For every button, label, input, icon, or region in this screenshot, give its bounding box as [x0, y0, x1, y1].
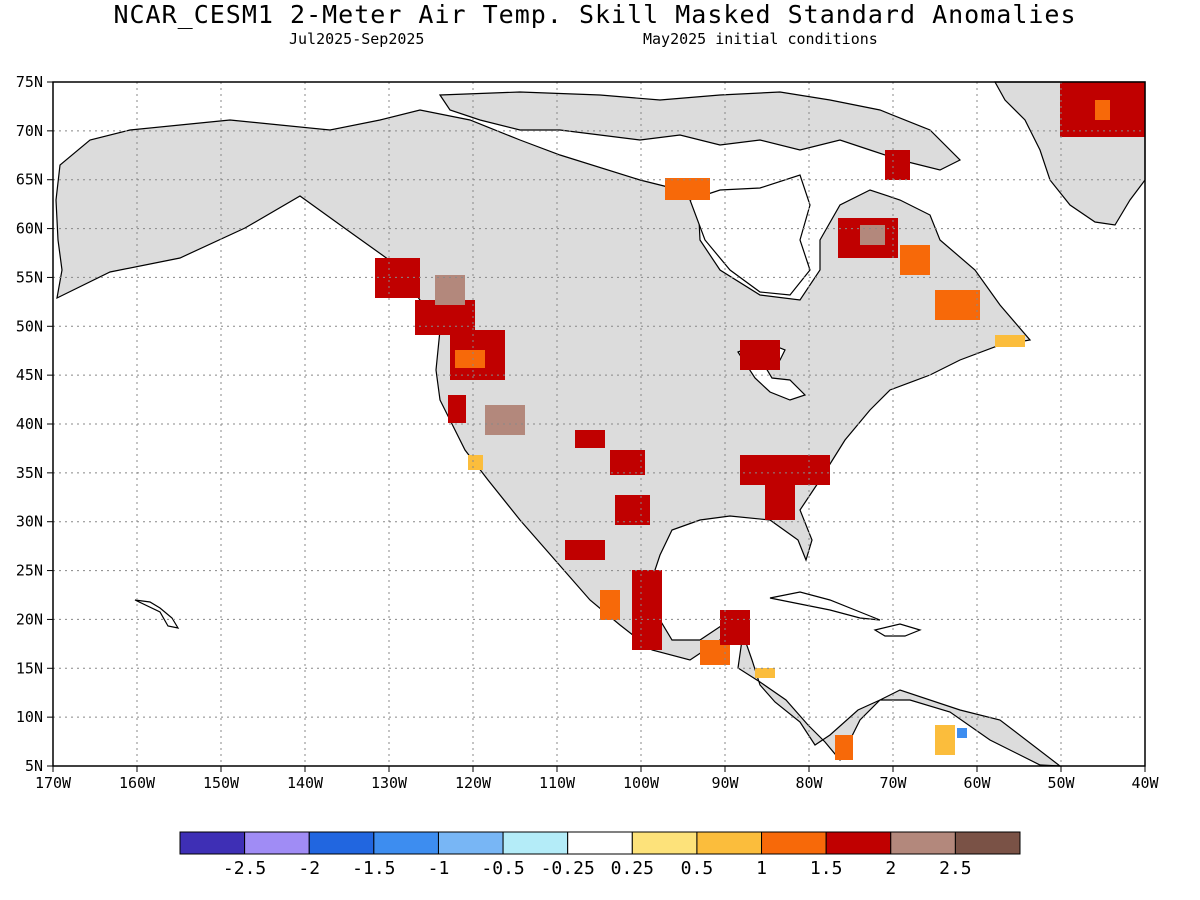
anomaly-patch [435, 275, 465, 305]
colorbar-swatch [890, 831, 956, 855]
gridlines [53, 82, 1145, 766]
anomaly-patch [565, 540, 605, 560]
colorbar-swatch [567, 831, 633, 855]
lon-tick-label: 40W [1131, 774, 1159, 792]
anomaly-patch [860, 225, 885, 245]
lon-tick-label: 50W [1047, 774, 1075, 792]
lat-tick-label: 20N [16, 610, 43, 628]
lat-tick-label: 45N [16, 366, 43, 384]
colorbar-swatch [308, 831, 375, 855]
anomaly-patch [575, 430, 605, 448]
colorbar-swatch [437, 831, 504, 855]
colorbar-swatch [244, 831, 310, 855]
lat-tick-label: 30N [16, 513, 43, 531]
anomaly-patch [455, 350, 485, 368]
arctic-islands [438, 91, 962, 171]
hudson-bay [689, 174, 811, 296]
colorbar-label: -0.5 [481, 858, 524, 879]
latitude-labels: 75N 70N 65N 60N 55N 50N 45N 40N 35N 30N 25N 20N 15N 1… [16, 73, 53, 775]
north-america-land [55, 109, 1062, 767]
hispaniola-land [873, 623, 922, 637]
map-title: NCAR_CESM1 2-Meter Air Temp. Skill Maske… [113, 0, 1077, 29]
anomaly-patch [957, 728, 967, 738]
colorbar-label: 1.5 [810, 858, 843, 879]
anomaly-patch [900, 245, 930, 275]
anomaly-patch [448, 395, 466, 423]
colorbar-swatch [696, 831, 763, 855]
initial-conditions: May2025 initial conditions [643, 30, 878, 48]
anomaly-patch [665, 178, 710, 200]
lat-tick-label: 15N [16, 659, 43, 677]
colorbar-label: -1.5 [352, 858, 395, 879]
colorbar-swatch [373, 831, 439, 855]
lon-tick-label: 170W [35, 774, 72, 792]
anomaly-patch [995, 335, 1025, 347]
anomaly-patch [600, 590, 620, 620]
lat-tick-label: 65N [16, 171, 43, 189]
forecast-period: Jul2025-Sep2025 [289, 30, 425, 48]
anomaly-patches [375, 82, 1145, 760]
lon-tick-label: 60W [963, 774, 991, 792]
lon-tick-label: 70W [879, 774, 907, 792]
anomaly-patch [885, 150, 910, 180]
anomaly-patch [468, 455, 483, 470]
anomaly-patch [755, 668, 775, 678]
lon-tick-label: 160W [119, 774, 156, 792]
lon-tick-label: 80W [795, 774, 823, 792]
colorbar-swatch [502, 831, 569, 855]
colorbar-label: 1 [756, 858, 767, 879]
colorbar-label: 2.5 [939, 858, 972, 879]
lon-tick-label: 90W [711, 774, 739, 792]
colorbar-label: 2 [885, 858, 896, 879]
colorbar-swatch [954, 831, 1021, 855]
anomaly-patch [1095, 100, 1110, 120]
anomaly-patch [765, 480, 795, 520]
lon-tick-label: 120W [455, 774, 492, 792]
colorbar-label: 0.25 [611, 858, 654, 879]
lat-tick-label: 25N [16, 562, 43, 580]
lat-tick-label: 55N [16, 268, 43, 286]
colorbar: -2.5 -2 -1.5 -1 -0.5 -0.25 0.25 0.5 1 1.5 2 2.5 [179, 831, 1021, 879]
hawaii-land [134, 599, 180, 629]
lat-tick-label: 60N [16, 220, 43, 238]
lon-tick-label: 110W [539, 774, 576, 792]
anomaly-patch [935, 725, 955, 755]
colorbar-swatch [631, 831, 698, 855]
longitude-labels: 170W 160W 150W 140W 130W 120W 110W 100W 90W 80W 70… [35, 766, 1160, 792]
lon-tick-label: 100W [623, 774, 660, 792]
colorbar-label: -2.5 [223, 858, 266, 879]
cuba-land [769, 591, 881, 621]
colorbar-swatch [179, 831, 246, 855]
anomaly-patch [935, 290, 980, 320]
lon-tick-label: 130W [371, 774, 408, 792]
colorbar-label: -1 [428, 858, 450, 879]
anomaly-patch [835, 735, 853, 760]
anomaly-patch [610, 450, 645, 475]
colorbar-label: 0.5 [681, 858, 714, 879]
lat-tick-label: 35N [16, 464, 43, 482]
lat-tick-label: 75N [16, 73, 43, 91]
lat-tick-label: 70N [16, 122, 43, 140]
colorbar-swatch [761, 831, 827, 855]
anomaly-patch [740, 340, 780, 370]
colorbar-label: -2 [298, 858, 320, 879]
anomaly-patch [375, 258, 420, 298]
lat-tick-label: 50N [16, 317, 43, 335]
anomaly-patch [632, 570, 662, 650]
anomaly-patch [485, 405, 525, 435]
lat-tick-label: 10N [16, 708, 43, 726]
anomaly-patch [615, 495, 650, 525]
anomaly-patch [415, 300, 475, 335]
lon-tick-label: 140W [287, 774, 324, 792]
anomaly-patch [720, 610, 750, 645]
colorbar-label: -0.25 [541, 858, 595, 879]
lon-tick-label: 150W [203, 774, 240, 792]
lat-tick-label: 40N [16, 415, 43, 433]
lat-tick-label: 5N [25, 757, 43, 775]
colorbar-swatch [825, 831, 892, 855]
